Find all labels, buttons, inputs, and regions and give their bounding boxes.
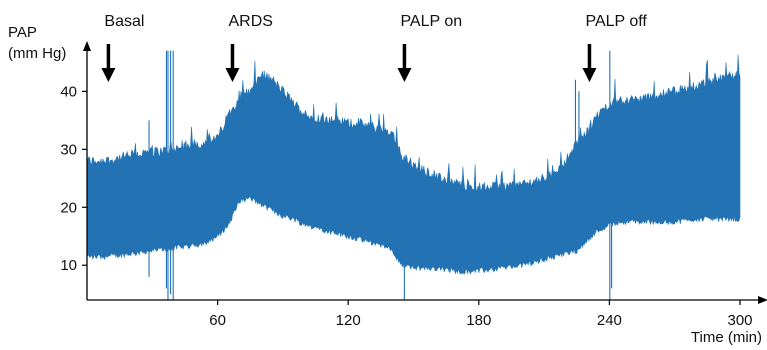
series-band-0 bbox=[86, 54, 741, 275]
event-label-1: ARDS bbox=[228, 13, 272, 30]
y-axis-arrow bbox=[83, 41, 91, 51]
y-tick-label-3: 40 bbox=[60, 83, 77, 100]
event-marker-2: PALP on bbox=[397, 13, 462, 82]
x-axis-label: Time (min) bbox=[691, 329, 762, 346]
x-tick-label-2: 180 bbox=[466, 312, 491, 329]
x-tick-label-1: 120 bbox=[336, 312, 361, 329]
event-marker-3: PALP off bbox=[582, 13, 647, 82]
axes: 60 120 180 240 300 10 20 30 40 bbox=[60, 41, 767, 329]
event-arrow-head-0 bbox=[101, 68, 116, 82]
event-markers: Basal ARDS PALP on PALP off bbox=[101, 13, 647, 82]
event-marker-0: Basal bbox=[101, 13, 144, 82]
plot-area bbox=[86, 50, 741, 300]
event-label-2: PALP on bbox=[400, 13, 462, 30]
y-tick-label-0: 10 bbox=[60, 257, 77, 274]
y-axis-label-line1: PAP bbox=[8, 24, 37, 41]
event-arrow-head-3 bbox=[582, 68, 597, 82]
y-tick-label-1: 20 bbox=[60, 199, 77, 216]
y-tick-label-2: 30 bbox=[60, 141, 77, 158]
event-label-0: Basal bbox=[104, 13, 144, 30]
event-arrow-head-1 bbox=[225, 68, 240, 82]
y-axis-label-line2: (mm Hg) bbox=[8, 45, 66, 62]
event-label-3: PALP off bbox=[585, 13, 647, 30]
x-tick-label-0: 60 bbox=[209, 312, 226, 329]
x-tick-label-4: 300 bbox=[727, 312, 752, 329]
event-marker-1: ARDS bbox=[225, 13, 273, 82]
x-tick-label-3: 240 bbox=[597, 312, 622, 329]
x-axis-arrow bbox=[758, 296, 767, 304]
event-arrow-head-2 bbox=[397, 68, 412, 82]
